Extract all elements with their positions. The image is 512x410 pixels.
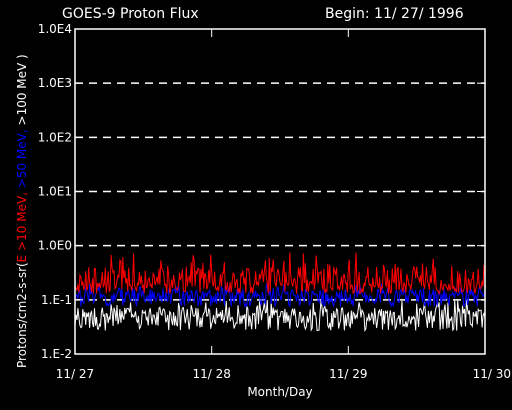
y-axis-label: Protons/cm2-s-sr(E >10 MeV, >50 MeV, >10…	[15, 54, 29, 368]
x-tick-label: 11/ 30	[473, 367, 511, 381]
series-line	[74, 283, 486, 309]
y-tick-label: 1.0E3	[38, 76, 72, 90]
begin-date-label: Begin: 11/ 27/ 1996	[325, 6, 464, 22]
y-axis-label-part: E >10 MeV,	[15, 192, 29, 262]
chart-title: GOES-9 Proton Flux	[62, 6, 199, 22]
y-tick-label: 1.E-2	[41, 347, 72, 361]
x-axis-label: Month/Day	[247, 385, 312, 399]
y-axis-label-part: Protons/cm2-s-sr(	[15, 262, 29, 368]
y-tick-label: 1.0E4	[38, 22, 72, 36]
x-axis-ticks: 11/ 27 11/ 28 11/ 29 11/ 30	[56, 29, 511, 381]
y-axis-label-part: >100 MeV )	[15, 54, 29, 129]
y-tick-label: 1.E-1	[41, 293, 72, 307]
y-tick-label: 1.0E2	[38, 130, 72, 144]
y-axis-label-part: >50 MeV,	[15, 129, 29, 192]
data-series	[74, 252, 486, 333]
y-tick-label: 1.0E0	[38, 239, 72, 253]
x-tick-label: 11/ 28	[192, 367, 230, 381]
y-tick-label: 1.0E1	[38, 185, 72, 199]
x-tick-label: 11/ 29	[329, 367, 367, 381]
y-axis-ticks: 1.E-2 1.E-1 1.0E0 1.0E1 1.0E2 1.0E3 1.0E4	[38, 22, 485, 361]
x-tick-label: 11/ 27	[56, 367, 94, 381]
series-line	[74, 252, 486, 296]
series-line	[74, 299, 486, 333]
